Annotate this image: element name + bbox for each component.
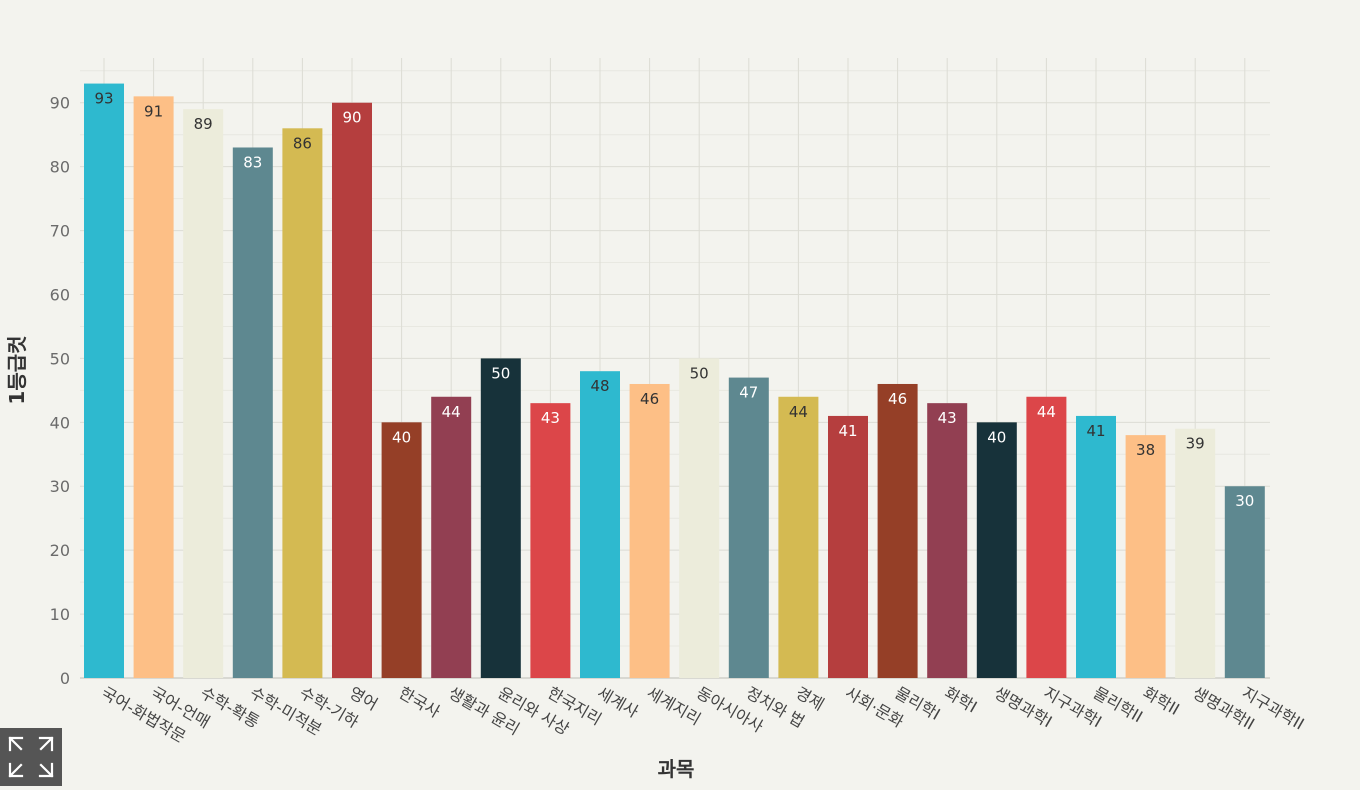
bar bbox=[282, 128, 323, 679]
bar bbox=[1175, 428, 1216, 678]
bar-value-label: 30 bbox=[1235, 492, 1254, 510]
bar bbox=[679, 358, 720, 678]
bar-value-label: 39 bbox=[1186, 435, 1205, 453]
bars: 93 91 89 83 86 90 40 44 50 43 48 46 50 47 44 41 46 43 40 44… bbox=[84, 83, 1265, 679]
x-tick-label: 한국사 bbox=[396, 683, 444, 722]
bar bbox=[1026, 396, 1067, 678]
bar bbox=[480, 358, 521, 678]
bar bbox=[778, 396, 819, 678]
bar bbox=[1125, 435, 1166, 678]
bar bbox=[84, 83, 124, 678]
bar bbox=[183, 109, 224, 678]
bar-value-label: 86 bbox=[293, 134, 312, 152]
bar bbox=[332, 102, 372, 679]
y-tick-label: 50 bbox=[50, 349, 70, 368]
x-tick-label: 화학II bbox=[1140, 683, 1183, 719]
bar-value-label: 44 bbox=[1037, 403, 1056, 421]
expand-icon bbox=[8, 736, 54, 778]
bar-value-label: 83 bbox=[243, 153, 262, 171]
bar bbox=[381, 422, 422, 678]
y-tick-label: 80 bbox=[50, 158, 70, 177]
y-tick-label: 40 bbox=[50, 413, 70, 432]
y-tick-label: 60 bbox=[50, 285, 70, 304]
bar-value-label: 50 bbox=[690, 364, 709, 382]
y-tick-label: 0 bbox=[60, 669, 70, 688]
bar bbox=[133, 96, 174, 678]
y-tick-label: 90 bbox=[50, 94, 70, 113]
bar-value-label: 46 bbox=[640, 390, 659, 408]
y-axis-title: 1등급컷 bbox=[5, 335, 29, 404]
bar-value-label: 43 bbox=[541, 409, 560, 427]
bar bbox=[1076, 415, 1116, 678]
y-tick-label: 30 bbox=[50, 477, 70, 496]
expand-button[interactable] bbox=[0, 728, 62, 786]
bar bbox=[976, 422, 1017, 678]
bar bbox=[828, 415, 868, 678]
bar bbox=[927, 403, 968, 678]
x-axis-title: 과목 bbox=[658, 757, 695, 781]
bar-value-label: 40 bbox=[987, 428, 1006, 446]
bar-value-label: 44 bbox=[789, 403, 808, 421]
bar-value-label: 41 bbox=[1086, 422, 1105, 440]
bar bbox=[431, 396, 472, 678]
bar-value-label: 46 bbox=[888, 390, 907, 408]
bar-value-label: 47 bbox=[739, 384, 758, 402]
bar-value-label: 90 bbox=[342, 109, 361, 127]
bar bbox=[877, 383, 918, 678]
bar-value-label: 40 bbox=[392, 428, 411, 446]
y-tick-label: 70 bbox=[50, 222, 70, 241]
y-axis-ticks: 0 10 20 30 40 50 60 70 80 90 bbox=[50, 94, 70, 688]
bar-value-label: 44 bbox=[442, 403, 461, 421]
bar bbox=[629, 383, 670, 678]
bar bbox=[580, 371, 620, 678]
bar-value-label: 91 bbox=[144, 102, 163, 120]
bar-value-label: 43 bbox=[938, 409, 957, 427]
x-tick-label: 세계지리 bbox=[644, 683, 705, 729]
bar bbox=[1224, 486, 1265, 678]
y-tick-label: 10 bbox=[50, 605, 70, 624]
bar-value-label: 48 bbox=[590, 377, 609, 395]
bar-value-label: 38 bbox=[1136, 441, 1155, 459]
bar-value-label: 50 bbox=[491, 364, 510, 382]
bar-value-label: 41 bbox=[838, 422, 857, 440]
bar bbox=[728, 377, 769, 678]
bar bbox=[530, 403, 571, 678]
bar-value-label: 93 bbox=[94, 90, 113, 108]
y-tick-label: 20 bbox=[50, 541, 70, 560]
bar-value-label: 89 bbox=[194, 115, 213, 133]
bar bbox=[232, 147, 273, 678]
x-tick-label: 화학I bbox=[941, 683, 980, 717]
